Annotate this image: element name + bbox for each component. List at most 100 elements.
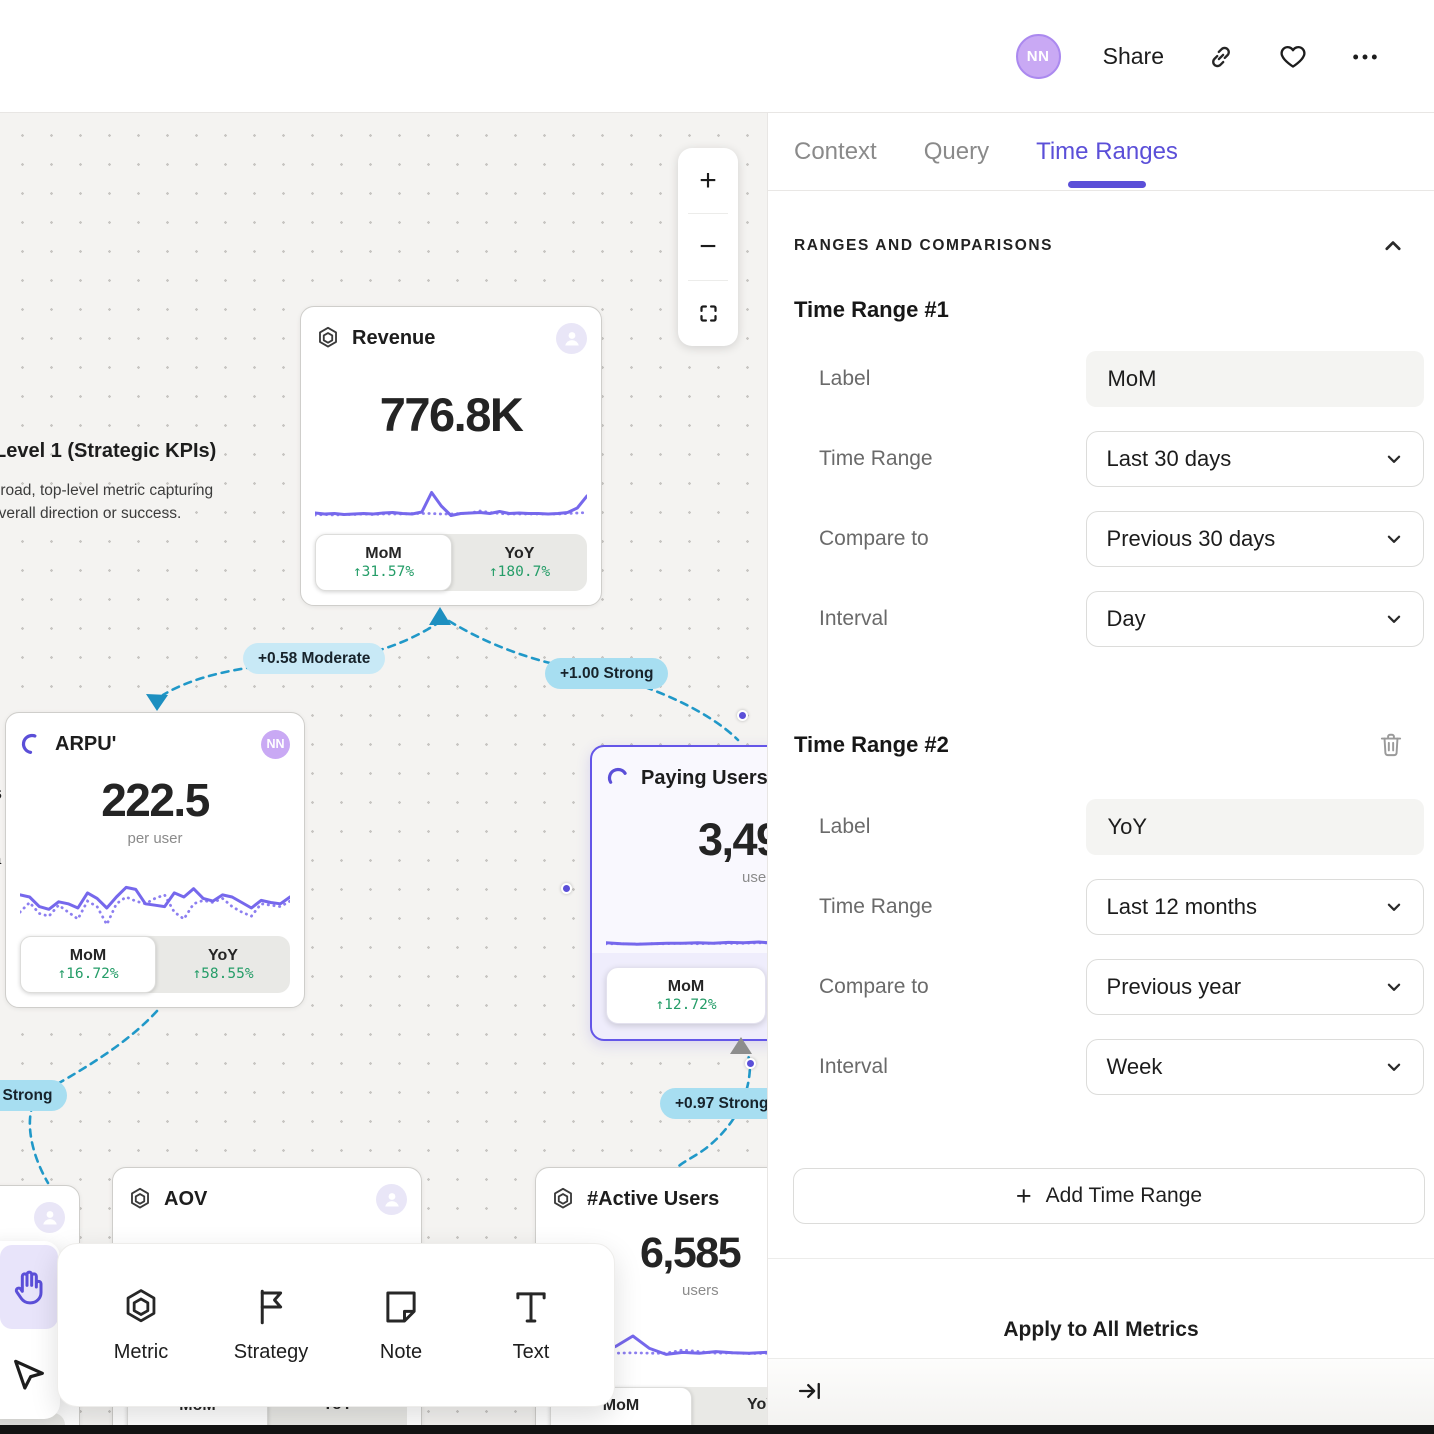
edge-handle-dot[interactable]	[745, 1058, 756, 1069]
tab-time-ranges[interactable]: Time Ranges	[1036, 113, 1178, 190]
metric-card-arpu[interactable]: ARPU' NN 222.5 per user MoM ↑16.72% YoY …	[5, 712, 305, 1008]
chevron-down-icon	[1387, 535, 1401, 543]
loading-spinner-icon	[20, 732, 44, 756]
edge-label-strong-2[interactable]: +0.97 Strong	[660, 1088, 767, 1119]
collaborator-badge[interactable]: NN	[261, 729, 290, 759]
assignee-avatar[interactable]	[556, 322, 587, 354]
sparkline-chart	[606, 940, 767, 946]
panel-tabs: Context Query Time Ranges	[794, 113, 1178, 190]
card-title: #Active Users	[587, 1187, 720, 1210]
yoy-toggle-button[interactable]: YoY ↑58.55%	[156, 936, 290, 993]
time-range-1-interval-select[interactable]: Day	[1085, 591, 1424, 647]
assignee-avatar[interactable]	[34, 1201, 65, 1233]
zoom-out-button[interactable]: −	[699, 229, 717, 263]
toggle-value: ↑16.72%	[57, 966, 119, 982]
yoy-toggle-button[interactable]: YoY ↑180.7%	[452, 534, 587, 591]
toggle-value: ↑12.72%	[655, 997, 717, 1013]
time-range-2-interval-select[interactable]: Week	[1085, 1039, 1424, 1095]
time-range-1-label-input[interactable]	[1085, 351, 1424, 407]
note-title[interactable]: Level 1 (Strategic KPIs)	[0, 440, 217, 462]
metric-value: 3,49	[698, 814, 767, 865]
fit-view-button[interactable]	[678, 281, 738, 346]
user-avatar[interactable]: NN	[1015, 34, 1061, 79]
tab-context[interactable]: Context	[794, 137, 877, 165]
yoy-toggle-button[interactable]: YoY	[692, 1387, 767, 1434]
loading-spinner-icon	[606, 766, 630, 790]
add-time-range-button[interactable]: + Add Time Range	[793, 1168, 1425, 1224]
card-title: AOV	[164, 1187, 208, 1210]
toggle-value: ↑58.55%	[192, 966, 254, 982]
time-range-1-range-select[interactable]: Last 30 days	[1085, 431, 1424, 487]
add-metric-tool[interactable]: Metric	[86, 1286, 196, 1364]
tool-label: Strategy	[233, 1341, 309, 1363]
clipped-text-fragment: s	[0, 783, 2, 804]
time-range-field-caption: Time Range	[819, 447, 933, 470]
chevron-down-icon	[1387, 903, 1401, 911]
copy-link-icon[interactable]	[1206, 42, 1236, 72]
share-button[interactable]: Share	[1102, 43, 1164, 69]
edge-label-strong-1[interactable]: +1.00 Strong	[545, 658, 669, 689]
canvas-zoom-controls: + −	[678, 148, 738, 346]
metric-hexagon-icon	[315, 325, 341, 351]
add-time-range-label: Add Time Range	[1045, 1184, 1203, 1207]
note-body[interactable]: Broad, top-level metric capturing overal…	[0, 482, 214, 522]
collapse-section-chevron-up-icon[interactable]	[1382, 235, 1404, 257]
toggle-value: ↑31.57%	[352, 564, 415, 580]
edge-label-moderate[interactable]: +0.58 Moderate	[243, 643, 386, 674]
time-range-2-range-select[interactable]: Last 12 months	[1085, 879, 1424, 935]
edge-label-strong-3[interactable]: +0.66 Strong	[0, 1080, 68, 1111]
more-options-icon[interactable]	[1350, 42, 1380, 72]
toggle-label: MoM	[602, 1397, 640, 1414]
sparkline-chart	[315, 491, 587, 518]
select-value: Previous year	[1106, 974, 1242, 999]
toggle-label: MoM	[667, 978, 705, 995]
interval-field-caption: Interval	[819, 1055, 888, 1078]
edge-handle-dot[interactable]	[737, 710, 748, 721]
select-cursor-tool[interactable]	[0, 1337, 58, 1409]
active-tab-underline	[1068, 181, 1146, 188]
assignee-avatar[interactable]	[376, 1183, 407, 1215]
delete-time-range-trash-icon[interactable]	[1378, 731, 1404, 759]
compare-to-field-caption: Compare to	[819, 527, 929, 550]
metric-value: 776.8K	[379, 388, 524, 441]
time-range-1-title: Time Range #1	[794, 297, 949, 322]
hand-icon	[14, 1270, 43, 1305]
card-title: ARPU'	[55, 732, 117, 755]
label-field-caption: Label	[819, 367, 871, 390]
favorite-heart-icon[interactable]	[1278, 42, 1308, 72]
select-value: Last 30 days	[1106, 446, 1232, 471]
mom-toggle-button[interactable]: MoM ↑31.57%	[315, 534, 452, 591]
chevron-down-icon	[1387, 1063, 1401, 1071]
metric-card-revenue[interactable]: Revenue 776.8K MoM ↑31.57% YoY ↑180.7%	[300, 306, 602, 606]
time-range-2-compare-select[interactable]: Previous year	[1085, 959, 1424, 1015]
edge-arrow-up-revenue	[429, 607, 451, 625]
tab-label: Time Ranges	[1036, 137, 1178, 165]
metric-tree-canvas[interactable]: +0.58 Moderate +1.00 Strong +0.97 Strong…	[0, 113, 767, 1434]
mom-toggle-button[interactable]: MoM ↑16.72%	[20, 936, 156, 993]
toggle-label: MoM	[69, 947, 107, 964]
add-strategy-tool[interactable]: Strategy	[216, 1286, 326, 1364]
apply-to-all-metrics-button[interactable]: Apply to All Metrics	[1003, 1318, 1199, 1341]
metric-value: 6,585	[640, 1229, 742, 1277]
edge-handle-dot[interactable]	[561, 883, 572, 894]
toggle-label: YoY	[504, 545, 535, 562]
mom-toggle-button[interactable]: MoM ↑12.72%	[606, 967, 766, 1024]
metric-hexagon-icon	[126, 1289, 156, 1323]
time-range-1-compare-select[interactable]: Previous 30 days	[1085, 511, 1424, 567]
section-title: RANGES AND COMPARISONS	[794, 237, 1054, 254]
pan-hand-tool[interactable]	[0, 1245, 58, 1329]
metric-unit: per user	[127, 830, 183, 848]
metric-hexagon-icon	[550, 1186, 576, 1212]
zoom-in-button[interactable]: +	[699, 163, 717, 197]
time-range-2-title: Time Range #2	[794, 732, 949, 757]
settings-panel: Context Query Time Ranges RANGES AND COM…	[767, 113, 1434, 1434]
collapse-panel-icon[interactable]	[796, 1377, 826, 1407]
tool-side-panel	[0, 1241, 60, 1419]
add-text-tool[interactable]: Text	[476, 1286, 586, 1364]
tab-query[interactable]: Query	[923, 137, 990, 165]
toggle-label: YoY	[747, 1396, 767, 1413]
metric-card-paying-users[interactable]: Paying Users' 3,49 users MoM ↑12.72%	[590, 745, 767, 1041]
add-note-tool[interactable]: Note	[346, 1286, 456, 1364]
comparison-toggle: MoM ↑31.57% YoY ↑180.7%	[315, 534, 587, 591]
time-range-2-label-input[interactable]	[1085, 799, 1424, 855]
